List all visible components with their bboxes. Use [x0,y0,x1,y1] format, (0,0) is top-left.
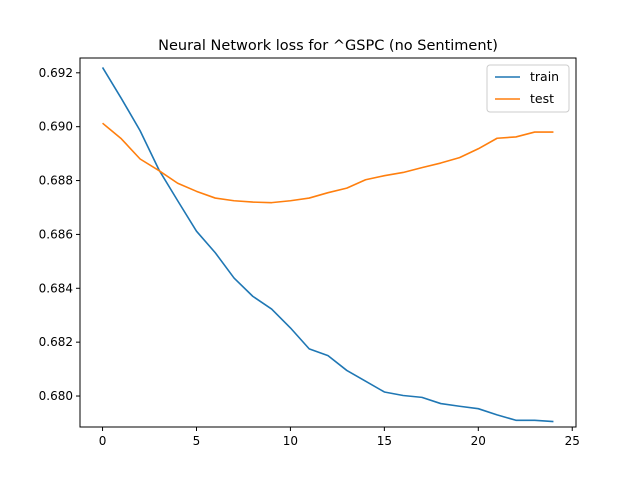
legend-label-train: train [530,69,559,84]
y-tick-label: 0.688 [39,174,73,188]
x-tick-label: 10 [283,434,298,448]
series-line-train [101,67,554,423]
x-axis: 0 5 10 15 20 25 [99,427,580,448]
series-line-test [102,122,554,204]
x-tick-label: 20 [471,434,486,448]
y-axis: 0.680 0.682 0.684 0.686 0.688 0.690 0.692 [39,66,80,403]
plot-area: 0 5 10 15 20 25 0.680 0.682 0.684 0.686 0.688 0.69… [39,57,580,448]
y-tick-label: 0.682 [39,335,73,349]
x-tick-label: 5 [193,434,201,448]
y-tick-label: 0.686 [39,227,73,241]
y-tick-label: 0.690 [39,120,73,134]
series-layer [101,67,554,423]
chart-title: Neural Network loss for ^GSPC (no Sentim… [158,38,498,54]
legend-label-test: test [530,91,554,106]
x-tick-label: 25 [565,434,580,448]
legend: train test [486,64,570,113]
y-tick-label: 0.684 [39,281,73,295]
x-tick-label: 15 [377,434,392,448]
y-tick-label: 0.692 [39,66,73,80]
axes-frame [79,57,577,428]
y-tick-label: 0.680 [39,389,73,403]
x-tick-label: 0 [99,434,107,448]
